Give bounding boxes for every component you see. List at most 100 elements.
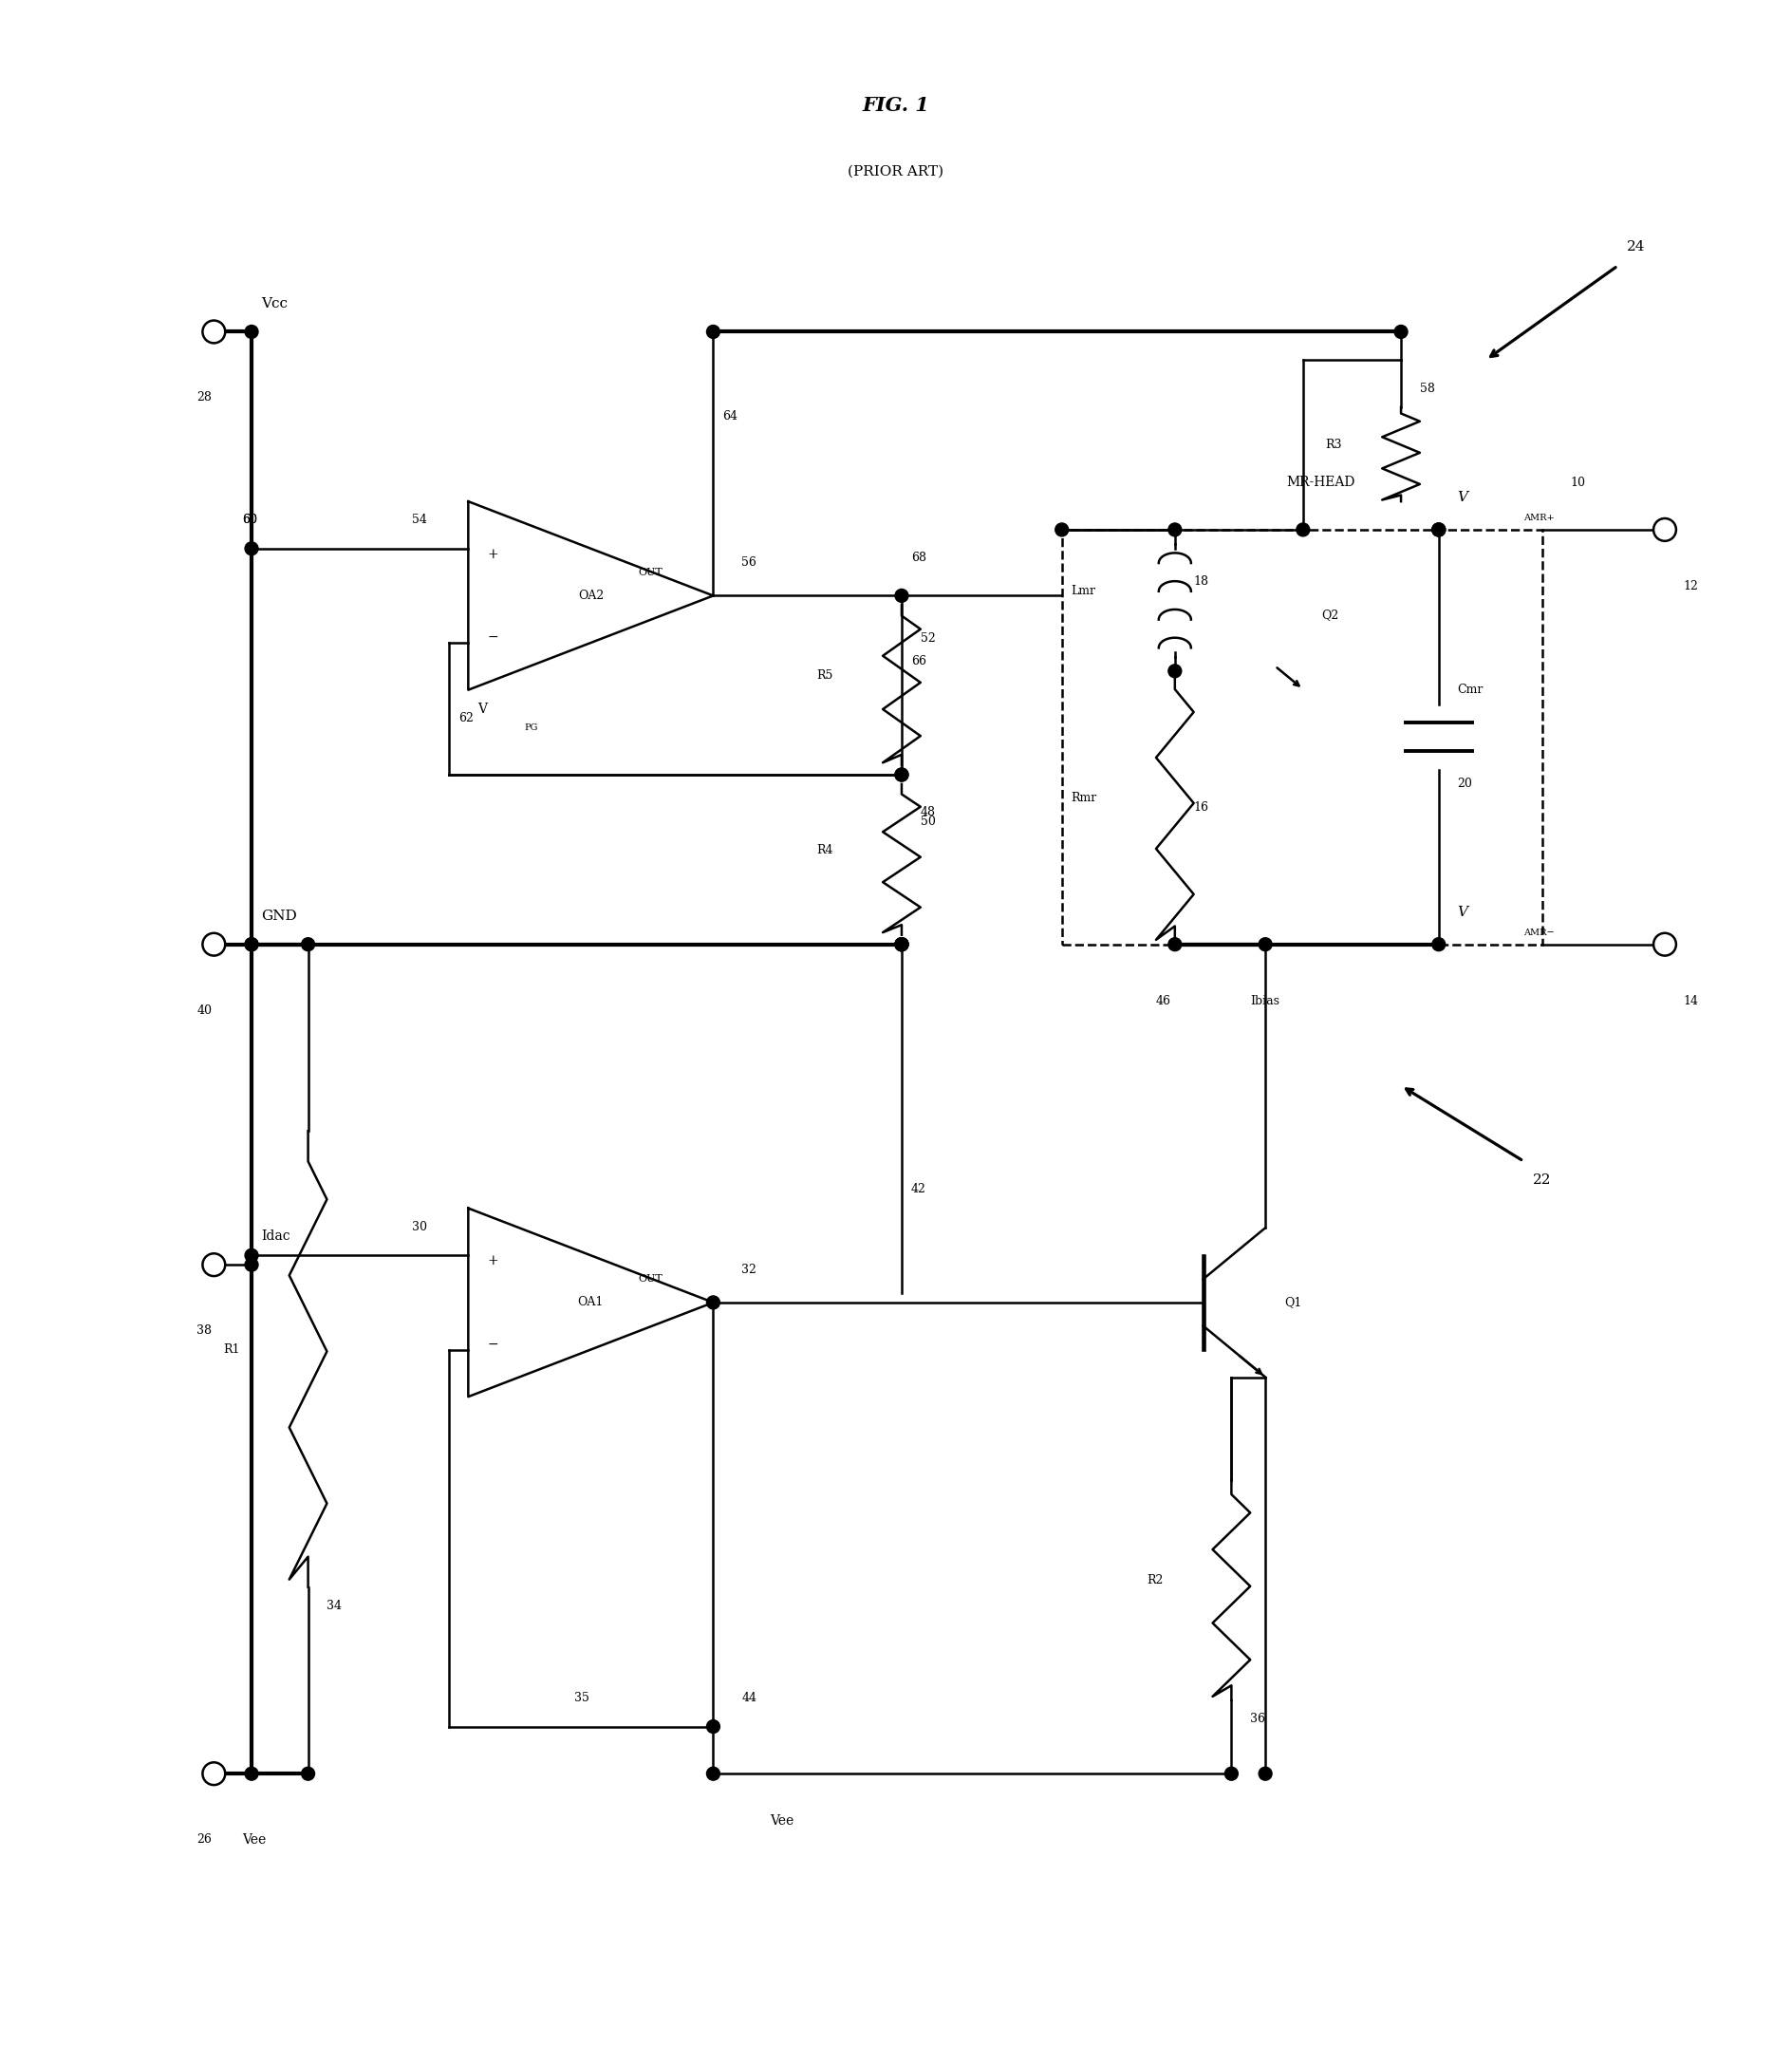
Circle shape	[246, 543, 258, 555]
Text: Cmr: Cmr	[1457, 683, 1484, 696]
Circle shape	[1432, 522, 1446, 537]
Circle shape	[301, 1767, 315, 1781]
Circle shape	[706, 326, 720, 338]
Text: V: V	[1457, 491, 1468, 504]
Circle shape	[246, 1249, 258, 1261]
Text: 56: 56	[742, 557, 756, 570]
Circle shape	[1258, 937, 1272, 952]
Circle shape	[246, 326, 258, 338]
Text: 28: 28	[197, 392, 211, 405]
Circle shape	[1296, 522, 1310, 537]
Text: 14: 14	[1684, 995, 1699, 1007]
Text: 68: 68	[910, 551, 926, 563]
Text: 48: 48	[921, 807, 935, 819]
Text: 34: 34	[326, 1600, 342, 1612]
Circle shape	[894, 768, 909, 782]
Text: 46: 46	[1156, 995, 1172, 1007]
Circle shape	[894, 588, 909, 603]
Text: R4: R4	[817, 844, 833, 857]
Text: 52: 52	[921, 632, 935, 644]
Text: 32: 32	[742, 1263, 756, 1276]
Circle shape	[1168, 665, 1181, 677]
Circle shape	[894, 937, 909, 952]
Circle shape	[301, 937, 315, 952]
Text: Ibias: Ibias	[1251, 995, 1279, 1007]
Text: 10: 10	[1570, 477, 1586, 489]
Text: 62: 62	[459, 712, 473, 724]
Text: FIG. 1: FIG. 1	[862, 97, 930, 116]
Text: Idac: Idac	[262, 1230, 290, 1243]
Text: V: V	[478, 702, 487, 716]
Text: AMR+: AMR+	[1523, 514, 1555, 522]
Circle shape	[1168, 937, 1181, 952]
Text: Lmr: Lmr	[1072, 584, 1097, 596]
Circle shape	[894, 937, 909, 952]
Text: Vee: Vee	[771, 1814, 794, 1827]
Text: 38: 38	[197, 1325, 211, 1337]
Text: R5: R5	[817, 669, 833, 681]
Circle shape	[706, 1719, 720, 1734]
Text: AMR−: AMR−	[1523, 929, 1554, 937]
Text: 64: 64	[722, 411, 738, 423]
Text: +: +	[487, 547, 498, 561]
Text: Vcc: Vcc	[262, 297, 287, 310]
Text: −: −	[487, 1337, 498, 1350]
Text: OA1: OA1	[577, 1296, 604, 1309]
Text: 16: 16	[1193, 801, 1210, 813]
Text: 22: 22	[1532, 1172, 1552, 1187]
Text: 66: 66	[910, 656, 926, 669]
Text: 24: 24	[1627, 239, 1645, 254]
Text: 42: 42	[910, 1183, 926, 1195]
Text: 60: 60	[242, 514, 258, 526]
Text: Rmr: Rmr	[1072, 793, 1097, 805]
Text: GND: GND	[262, 910, 297, 923]
Text: −: −	[487, 630, 498, 644]
Circle shape	[1654, 518, 1676, 541]
Text: 26: 26	[197, 1833, 211, 1845]
Text: +: +	[487, 1255, 498, 1267]
Circle shape	[1168, 522, 1181, 537]
Text: PG: PG	[525, 722, 538, 733]
Circle shape	[1432, 522, 1446, 537]
Circle shape	[202, 933, 226, 956]
Text: 50: 50	[921, 815, 935, 828]
Text: Q1: Q1	[1285, 1296, 1301, 1309]
Text: R3: R3	[1326, 440, 1342, 452]
Text: 36: 36	[1251, 1713, 1265, 1726]
Text: Vee: Vee	[242, 1833, 265, 1847]
Text: OUT: OUT	[638, 568, 663, 576]
Circle shape	[202, 1253, 226, 1276]
Circle shape	[1394, 326, 1407, 338]
Circle shape	[894, 768, 909, 782]
Circle shape	[202, 320, 226, 343]
Circle shape	[1432, 937, 1446, 952]
Text: 30: 30	[412, 1222, 426, 1234]
Text: V: V	[1457, 906, 1468, 918]
Text: 35: 35	[573, 1692, 590, 1705]
Text: Q2: Q2	[1322, 609, 1339, 621]
Circle shape	[894, 937, 909, 952]
Circle shape	[246, 937, 258, 952]
Text: R1: R1	[224, 1344, 240, 1356]
Circle shape	[1654, 933, 1676, 956]
Text: 18: 18	[1193, 576, 1210, 588]
Text: R2: R2	[1147, 1575, 1163, 1587]
Text: 54: 54	[412, 514, 426, 526]
Text: 12: 12	[1684, 580, 1699, 592]
Text: 40: 40	[197, 1005, 211, 1015]
Circle shape	[246, 1259, 258, 1271]
Text: OUT: OUT	[638, 1273, 663, 1284]
Text: 20: 20	[1457, 778, 1473, 791]
Text: OA2: OA2	[577, 590, 604, 603]
Text: MR-HEAD: MR-HEAD	[1287, 477, 1355, 489]
Text: 60: 60	[242, 514, 258, 526]
Text: 58: 58	[1419, 382, 1435, 394]
Circle shape	[1258, 1767, 1272, 1781]
Circle shape	[706, 1767, 720, 1781]
Circle shape	[1224, 1767, 1238, 1781]
Circle shape	[1432, 522, 1446, 537]
Text: (PRIOR ART): (PRIOR ART)	[848, 165, 944, 178]
Circle shape	[1055, 522, 1068, 537]
Circle shape	[706, 1296, 720, 1309]
Circle shape	[894, 937, 909, 952]
